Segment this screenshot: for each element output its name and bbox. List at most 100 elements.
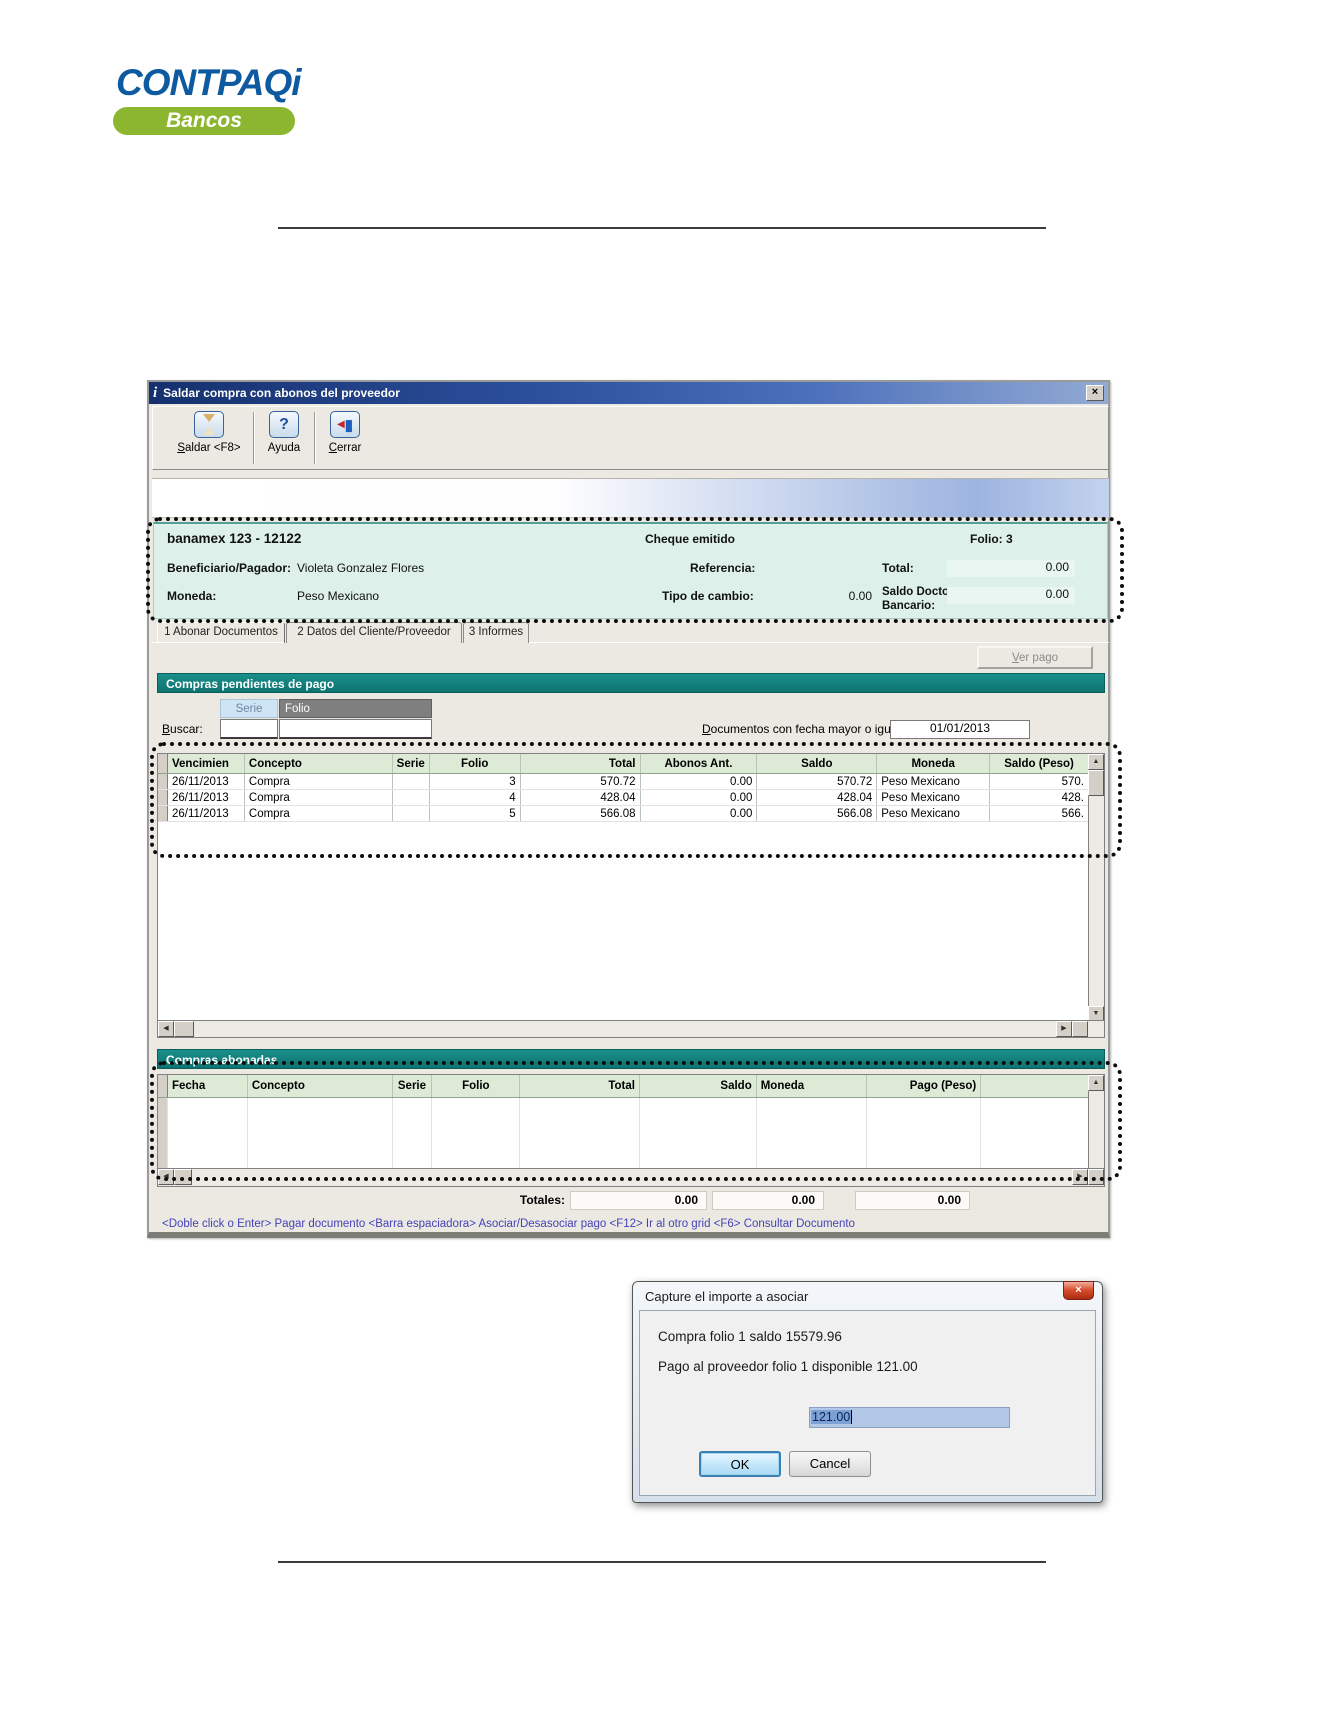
pendientes-row-2[interactable]: 26/11/2013 Compra 4 428.04 0.00 428.04 P… <box>158 790 1088 806</box>
cell-saldo: 428.04 <box>757 790 878 805</box>
app-icon: i <box>153 384 158 401</box>
col-total: Total <box>521 754 641 773</box>
ok-button[interactable]: OK <box>699 1451 781 1477</box>
toolbar-separator <box>253 412 255 464</box>
scroll-left-icon[interactable]: ◀ <box>158 1169 174 1185</box>
cell-saldo-peso: 570. <box>1061 775 1085 788</box>
fecha-filter-input[interactable]: 01/01/2013 <box>890 720 1030 739</box>
cerrar-button[interactable]: ◀ ▮ Cerrar <box>317 411 373 456</box>
logo-tagline: Bancos <box>113 107 295 135</box>
pendientes-row-3[interactable]: 26/11/2013 Compra 5 566.08 0.00 566.08 P… <box>158 806 1088 822</box>
pendientes-vertical-scrollbar[interactable]: ▲ ▼ <box>1088 754 1104 1022</box>
scroll-up-icon[interactable]: ▲ <box>1088 754 1104 770</box>
row-marker <box>158 790 168 805</box>
pendientes-row-1[interactable]: 26/11/2013 Compra 3 570.72 0.00 570.72 P… <box>158 774 1088 790</box>
cell-abonos: 0.00 <box>641 806 758 821</box>
cell-concepto: Compra <box>245 774 393 789</box>
tab-strip: 1 Abonar Documentos 2 Datos del Cliente/… <box>152 622 1109 643</box>
help-icon: ? <box>269 411 299 438</box>
total-value: 0.00 <box>947 560 1075 577</box>
search-mode-serie[interactable]: Serie <box>220 699 278 718</box>
window-titlebar[interactable]: i Saldar compra con abonos del proveedor <box>149 382 1108 404</box>
dialog-line-pago: Pago al proveedor folio 1 disponible 121… <box>658 1359 918 1374</box>
row-marker-header <box>158 1075 168 1097</box>
logo-brand-text: CONTPAQi <box>116 62 302 103</box>
col-fecha: Fecha <box>168 1075 248 1097</box>
cell-abonos: 0.00 <box>641 774 758 789</box>
ver-pago-button[interactable]: Ver pago <box>977 646 1093 669</box>
pendientes-grid: Vencimien Concepto Serie Folio Total Abo… <box>157 753 1105 1038</box>
cell-concepto: Compra <box>245 806 393 821</box>
cell-total: 428.04 <box>521 790 641 805</box>
ayuda-button-label: Ayuda <box>267 442 301 454</box>
cell-moneda: Peso Mexicano <box>877 774 991 789</box>
importe-input[interactable]: 121.00 <box>809 1407 1010 1428</box>
col-folio: Folio <box>430 754 521 773</box>
scroll-left-icon[interactable]: ◀ <box>158 1021 174 1037</box>
col-saldo: Saldo <box>757 754 878 773</box>
cerrar-button-label: Cerrar <box>328 442 362 454</box>
col-saldo-peso: Saldo (Peso) <box>1004 757 1074 770</box>
cell-serie <box>393 790 430 805</box>
col-total: Total <box>520 1075 640 1097</box>
beneficiario-label: Beneficiario/Pagador: <box>167 561 292 575</box>
row-marker <box>158 806 168 821</box>
cell-folio: 5 <box>430 806 521 821</box>
scroll-right-icon[interactable]: ▶ <box>1072 1169 1088 1185</box>
cell-saldo: 570.72 <box>757 774 878 789</box>
cancel-button[interactable]: Cancel <box>789 1451 871 1477</box>
account-name: banamex 123 - 12122 <box>167 531 302 546</box>
cell-serie <box>393 806 430 821</box>
cell-concepto: Compra <box>245 790 393 805</box>
gradient-band <box>152 478 1109 518</box>
doc-type: Cheque emitido <box>645 532 736 546</box>
cell-saldo-peso: 428. <box>1061 791 1085 804</box>
pendientes-grid-header: Vencimien Concepto Serie Folio Total Abo… <box>158 754 1088 774</box>
cell-total: 570.72 <box>521 774 641 789</box>
top-rule <box>278 227 1046 229</box>
scroll-thumb[interactable] <box>1088 770 1104 796</box>
ayuda-button[interactable]: ? Ayuda <box>256 411 312 454</box>
buscar-folio-input[interactable] <box>279 719 432 739</box>
tab-abonar-documentos[interactable]: 1 Abonar Documentos <box>157 622 285 643</box>
col-concepto: Concepto <box>245 754 393 773</box>
dialog-close-button[interactable]: × <box>1063 1281 1094 1300</box>
cell-moneda: Peso Mexicano <box>877 790 991 805</box>
saldar-button[interactable]: Saldar <F8> <box>167 411 251 456</box>
col-serie: Serie <box>393 754 430 773</box>
abonadas-vertical-scrollbar[interactable]: ▲ <box>1088 1075 1104 1170</box>
beneficiario-value: Violeta Gonzalez Flores <box>297 561 425 575</box>
scroll-right-icon[interactable]: ▶ <box>1056 1021 1072 1037</box>
col-filler <box>981 1075 1088 1097</box>
col-folio: Folio <box>432 1075 521 1097</box>
scroll-thumb[interactable] <box>174 1169 192 1185</box>
col-vencimiento: Vencimien <box>168 754 245 773</box>
importe-input-selected-text: 121.00 <box>811 1410 853 1424</box>
scroll-thumb[interactable] <box>174 1021 194 1037</box>
search-mode-folio[interactable]: Folio <box>279 699 432 718</box>
contpaqi-logo: CONTPAQi Bancos <box>113 62 316 137</box>
abonadas-grid-body[interactable] <box>158 1098 1088 1169</box>
window-close-button[interactable]: × <box>1086 385 1104 401</box>
exit-door-icon: ◀ ▮ <box>330 411 360 438</box>
buscar-label: Buscar: <box>162 722 203 736</box>
col-abonos: Abonos Ant. <box>641 754 758 773</box>
abonadas-grid: Fecha Concepto Serie Folio Total Saldo M… <box>157 1074 1105 1187</box>
scroll-up-icon[interactable]: ▲ <box>1088 1075 1104 1091</box>
pendientes-horizontal-scrollbar[interactable]: ◀ ▶ <box>158 1020 1104 1037</box>
cell-folio: 3 <box>430 774 521 789</box>
cell-serie <box>393 774 430 789</box>
tab-informes[interactable]: 3 Informes <box>463 622 529 643</box>
scrollbar-corner <box>1072 1021 1088 1037</box>
saldo-docto-value: 0.00 <box>947 587 1075 604</box>
dialog-title: Capture el importe a asociar <box>645 1289 809 1304</box>
cell-vencimiento: 26/11/2013 <box>168 790 245 805</box>
row-marker <box>158 774 168 789</box>
abonadas-horizontal-scrollbar[interactable]: ◀ ▶ <box>158 1168 1104 1186</box>
hourglass-icon <box>194 411 224 438</box>
buscar-serie-input[interactable] <box>220 719 278 739</box>
referencia-label: Referencia: <box>690 561 756 575</box>
folio-value: Folio: 3 <box>970 532 1013 546</box>
tab-datos-cliente-proveedor[interactable]: 2 Datos del Cliente/Proveedor <box>286 622 462 643</box>
window-title: Saldar compra con abonos del proveedor <box>163 386 400 400</box>
